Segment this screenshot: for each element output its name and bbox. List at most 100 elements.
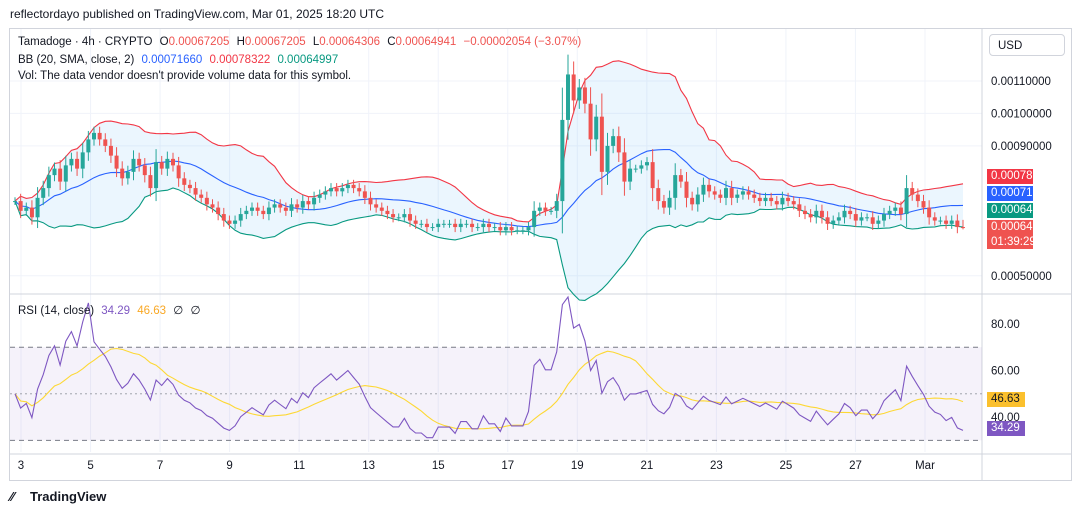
candle-body xyxy=(803,210,807,215)
candle-body xyxy=(955,220,960,228)
candle-body xyxy=(227,220,232,224)
last-price-badge: 0.00064941 01:39:29 xyxy=(987,220,1052,249)
candle-body xyxy=(814,210,819,218)
candle-body xyxy=(362,191,367,198)
candle-body xyxy=(120,168,125,179)
candle-body xyxy=(250,207,254,211)
candle-body xyxy=(255,207,260,211)
candle-body xyxy=(92,132,96,140)
candle-body xyxy=(673,175,678,198)
candle-body xyxy=(171,158,175,166)
candle-body xyxy=(537,207,542,211)
candle-body xyxy=(300,201,305,208)
candle-body xyxy=(509,227,514,231)
candle-body xyxy=(870,217,875,224)
candle-body xyxy=(650,162,655,189)
rsi-tick-label: 80.00 xyxy=(991,319,1020,331)
candle-body xyxy=(549,210,554,212)
candle-body xyxy=(757,197,762,202)
candle-body xyxy=(515,230,520,232)
candle-body xyxy=(272,204,277,208)
candle-body xyxy=(791,201,796,205)
candle-body xyxy=(35,197,40,218)
candle-body xyxy=(904,188,909,215)
candle-body xyxy=(605,145,610,172)
currency-button[interactable]: USD xyxy=(989,34,1065,56)
candle-body xyxy=(724,188,728,198)
candle-body xyxy=(329,188,333,192)
candle-body xyxy=(532,210,537,228)
candle-body xyxy=(611,136,616,146)
candle-body xyxy=(80,152,85,169)
candle-body xyxy=(503,227,508,231)
candle-body xyxy=(357,188,362,192)
candle-body xyxy=(915,194,920,202)
candle-body xyxy=(893,207,898,211)
candle-body xyxy=(199,194,204,198)
candle-body xyxy=(176,165,181,179)
time-tick-label: 27 xyxy=(849,460,862,472)
candle-body xyxy=(244,210,249,215)
candle-body xyxy=(571,74,576,101)
candle-body xyxy=(938,220,943,222)
candle-body xyxy=(735,194,740,198)
symbol-legend: Tamadoge · 4h · CRYPTO O0.00067205 H0.00… xyxy=(18,36,585,48)
open-label: O xyxy=(159,36,169,48)
tradingview-logo-icon: ⁄⁄ xyxy=(10,489,15,504)
change-value: −0.00002054 (−3.07%) xyxy=(463,36,582,48)
candle-body xyxy=(24,207,29,211)
publisher-line: reflectordayo published on TradingView.c… xyxy=(10,7,384,21)
candle-body xyxy=(154,162,159,189)
bb-lower-value: 0.00064997 xyxy=(277,54,339,66)
candle-body xyxy=(408,214,412,221)
rsi-legend: RSI (14, close) 34.29 46.63 ∅ ∅ xyxy=(18,303,205,317)
candle-body xyxy=(323,191,328,195)
candle-body xyxy=(684,181,689,198)
candle-body xyxy=(633,168,638,170)
candle-body xyxy=(374,204,379,208)
bb-upper-line xyxy=(14,60,964,223)
candle-body xyxy=(159,162,164,169)
candle-body xyxy=(961,227,965,229)
bar-countdown: 01:39:29 xyxy=(991,236,1036,248)
candle-body xyxy=(786,197,791,202)
candle-body xyxy=(402,214,407,218)
candle-body xyxy=(453,223,458,228)
tradingview-brand[interactable]: ⁄⁄ TradingView xyxy=(10,489,106,504)
time-tick-label: Mar xyxy=(915,460,935,472)
bb-label: BB (20, SMA, close, 2) xyxy=(18,54,135,66)
candle-body xyxy=(261,210,266,215)
candle-body xyxy=(831,220,836,224)
bb-upper-badge: 0.00078322 xyxy=(987,169,1052,184)
candle-body xyxy=(836,217,841,221)
rsi-ma-badge: 46.63 xyxy=(987,392,1025,407)
candle-body xyxy=(216,207,221,215)
rsi-badge: 34.29 xyxy=(987,421,1025,436)
candle-body xyxy=(391,214,396,218)
candle-body xyxy=(317,194,322,198)
candle-body xyxy=(210,204,215,208)
candle-body xyxy=(769,197,774,202)
candle-body xyxy=(808,214,813,218)
candle-body xyxy=(97,132,102,140)
candle-body xyxy=(927,207,932,218)
close-value: 0.00064941 xyxy=(395,36,457,48)
candle-body xyxy=(780,197,785,205)
rsi-value: 34.29 xyxy=(101,305,131,317)
candle-body xyxy=(921,201,926,208)
candle-body xyxy=(63,165,68,182)
rsi-label: RSI (14, close) xyxy=(18,305,95,317)
close-label: C xyxy=(387,36,396,48)
candle-body xyxy=(594,116,599,140)
candle-body xyxy=(678,175,683,182)
candle-body xyxy=(108,145,113,156)
candle-body xyxy=(458,223,463,228)
candle-body xyxy=(379,207,384,211)
rsi-extra-1: ∅ xyxy=(173,305,184,317)
candle-body xyxy=(413,220,418,224)
candle-body xyxy=(396,217,401,219)
price-tick-label: 0.00100000 xyxy=(991,108,1052,120)
candle-body xyxy=(182,178,187,185)
last-price-value: 0.00064941 xyxy=(991,221,1052,233)
